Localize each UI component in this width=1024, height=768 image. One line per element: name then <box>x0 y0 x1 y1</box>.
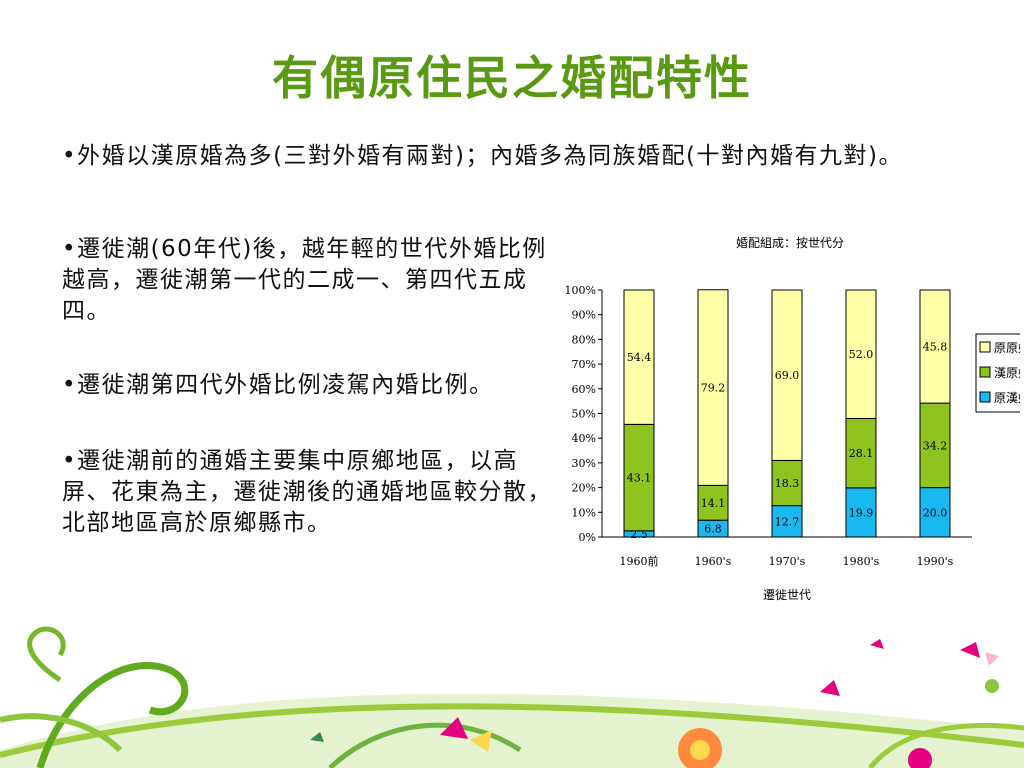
bullet-mark: • <box>62 143 78 169</box>
bar-segment <box>845 289 877 419</box>
bar-segment <box>771 505 803 538</box>
x-tick-label: 1960前 <box>620 554 659 568</box>
stacked-bar-chart: 婚配組成：按世代分 0% 10% 20% 30% 40% 50% 60% 70% 80% 90% 10… <box>565 236 1020 602</box>
data-label: 45.8 <box>923 341 948 354</box>
bar-segment <box>919 402 951 489</box>
y-tick-label: 60% <box>572 383 596 396</box>
data-label: 79.2 <box>701 382 726 395</box>
x-tick-label: 1980's <box>843 555 880 568</box>
y-tick-label: 70% <box>572 358 596 371</box>
bullet-mark: • <box>62 372 78 398</box>
bullet-4: •遷徙潮前的通婚主要集中原鄉地區，以高屏、花東為主，遷徙潮後的通婚地區較分散，北… <box>62 446 562 539</box>
bar-segment <box>845 417 877 489</box>
y-tick-label: 40% <box>572 432 596 445</box>
data-label: 43.1 <box>627 472 652 485</box>
bullet-mark: • <box>62 448 78 474</box>
y-tick-label: 0% <box>579 531 596 544</box>
bullet-text: 遷徙潮前的通婚主要集中原鄉地區，以高屏、花東為主，遷徙潮後的通婚地區較分散，北部… <box>62 448 552 536</box>
y-tick-label: 100% <box>565 284 596 297</box>
data-label: 19.9 <box>849 506 874 519</box>
bar-segment <box>623 289 655 425</box>
legend-label: 原原婚 <box>994 341 1020 355</box>
data-label: 28.1 <box>849 447 874 460</box>
data-label: 6.8 <box>704 523 722 536</box>
chart-title: 婚配組成：按世代分 <box>736 236 844 250</box>
bar-segment <box>771 289 803 461</box>
data-label: 20.0 <box>923 506 948 519</box>
bullet-text: 遷徙潮第四代外婚比例凌駕內婚比例。 <box>77 372 494 398</box>
bullet-3: •遷徙潮第四代外婚比例凌駕內婚比例。 <box>62 370 582 401</box>
data-label: 34.2 <box>923 439 948 452</box>
y-tick-label: 30% <box>572 457 596 470</box>
x-tick-label: 1990's <box>917 555 954 568</box>
y-tick-label: 10% <box>572 506 596 519</box>
data-label: 18.3 <box>775 477 800 490</box>
y-tick-label: 90% <box>572 309 596 322</box>
data-label: 69.0 <box>775 369 800 382</box>
legend-swatch <box>979 391 991 403</box>
bullet-mark: • <box>62 236 78 262</box>
bullet-text: 遷徙潮(60年代)後，越年輕的世代外婚比例越高，遷徙潮第一代的二成一、第四代五成… <box>62 236 547 324</box>
legend-label: 原漢婚 <box>994 391 1020 405</box>
x-tick-label: 1960's <box>695 555 732 568</box>
bar-segment <box>697 484 729 521</box>
bullet-2: •遷徙潮(60年代)後，越年輕的世代外婚比例越高，遷徙潮第一代的二成一、第四代五… <box>62 234 562 327</box>
bar-segment <box>919 289 951 404</box>
x-axis-title: 遷徙世代 <box>763 588 811 602</box>
x-tick-label: 1970's <box>769 555 806 568</box>
bar-segment <box>919 487 951 538</box>
legend-swatch <box>979 341 991 353</box>
data-label: 52.0 <box>849 348 874 361</box>
y-tick-label: 20% <box>572 482 596 495</box>
data-label: 54.4 <box>627 351 652 364</box>
bullet-1: •外婚以漢原婚為多(三對外婚有兩對)；內婚多為同族婚配(十對內婚有九對)。 <box>62 141 962 172</box>
bar-segment <box>697 289 729 486</box>
bullet-text: 外婚以漢原婚為多(三對外婚有兩對)；內婚多為同族婚配(十對內婚有九對)。 <box>77 143 903 169</box>
floral-decoration <box>0 626 1024 768</box>
slide-title: 有偶原住民之婚配特性 <box>272 51 752 105</box>
data-label: 14.1 <box>701 497 726 510</box>
legend-swatch <box>979 366 991 378</box>
y-tick-label: 50% <box>572 408 596 421</box>
legend-label: 漢原婚 <box>994 366 1020 380</box>
y-tick-label: 80% <box>572 333 596 346</box>
data-label: 12.7 <box>775 515 800 528</box>
